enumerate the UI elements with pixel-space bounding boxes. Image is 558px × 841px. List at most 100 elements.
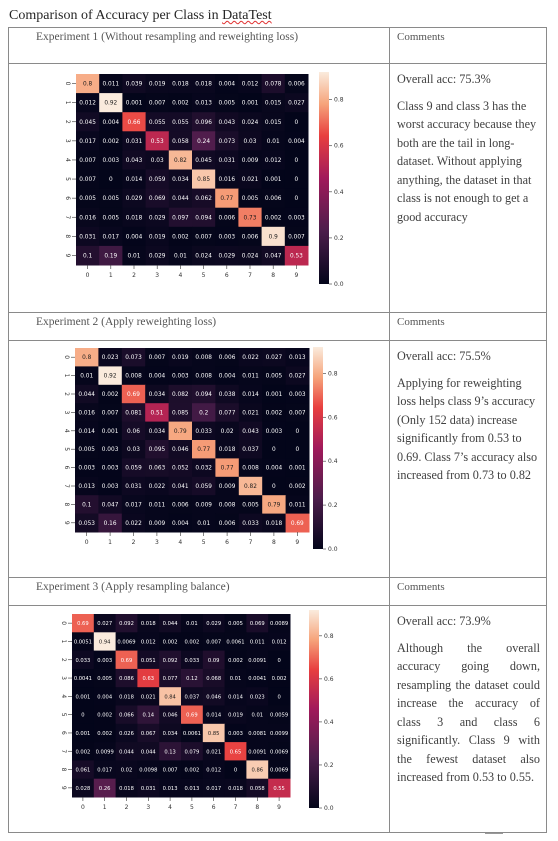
heatmap-value-label: 0.01: [230, 676, 242, 682]
heatmap-value-label: 0.026: [119, 731, 134, 737]
heatmap-value-label: 0.008: [195, 374, 212, 380]
heatmap-value-label: 0.003: [288, 215, 305, 221]
heatmap-cell: [284, 169, 309, 190]
heatmap-cell: [168, 207, 193, 228]
heatmap-value-label: 0.006: [242, 234, 259, 240]
y-axis-tick-label: 8: [64, 234, 71, 238]
heatmap-value-label: 0.005: [78, 447, 95, 453]
heatmap-cell: [76, 150, 100, 170]
heatmap-cell: [181, 650, 204, 670]
heatmap-value-label: 0.033: [242, 521, 259, 527]
experiment-2-accuracy: Overall acc: 75.5%: [397, 349, 491, 363]
heatmap-cell: [159, 650, 182, 670]
heatmap-value-label: 0.82: [174, 158, 187, 164]
heatmap-value-label: 0.024: [242, 120, 259, 126]
heatmap-value-label: 0.003: [97, 658, 112, 664]
heatmap-value-label: 0.014: [242, 392, 259, 398]
heatmap-cell: [168, 476, 193, 496]
heatmap-value-label: 0.077: [163, 676, 178, 682]
heatmap-value-label: 0.01: [186, 621, 198, 627]
heatmap-value-label: 0.0081: [248, 731, 266, 737]
x-axis-tick-label: 4: [178, 272, 182, 279]
heatmap-value-label: 0.002: [163, 639, 178, 645]
heatmap-value-label: 0.003: [218, 234, 235, 240]
heatmap-cell: [93, 687, 117, 706]
x-axis-tick-label: 8: [272, 539, 276, 546]
heatmap-cell: [98, 403, 123, 423]
heatmap-cell: [72, 778, 95, 798]
heatmap-cell: [98, 348, 123, 367]
heatmap-cell: [145, 93, 170, 113]
heatmap-value-label: 0.006: [288, 82, 305, 88]
x-axis-tick-label: 1: [108, 539, 112, 546]
heatmap-value-label: 0.03: [127, 447, 140, 453]
heatmap-value-label: 0.01: [252, 713, 264, 719]
y-axis-tick-label: 2: [60, 658, 67, 662]
heatmap-value-label: 0.2: [199, 410, 209, 416]
heatmap-cell: [284, 131, 309, 151]
heatmap-value-label: 0.013: [195, 101, 212, 107]
heatmap-value-label: 0.55: [273, 786, 285, 792]
heatmap-value-label: 0.002: [172, 234, 189, 240]
heatmap-cell: [224, 723, 247, 743]
heatmap-value-label: 0.017: [102, 234, 119, 240]
heatmap-cell: [238, 188, 263, 209]
experiment-1-heatmap-cell: 0.8 0.011 0.039 0.019 0.018 0.018 0.004 0.012 0.…: [8, 63, 390, 313]
heatmap-cell: [168, 458, 193, 478]
heatmap-cell: [168, 403, 193, 423]
heatmap-value-label: 0.037: [242, 447, 259, 453]
heatmap-value-label: 0.82: [244, 484, 257, 490]
heatmap-cell: [262, 348, 287, 367]
heatmap-value-label: 0.078: [265, 82, 282, 88]
heatmap-cell: [115, 614, 138, 633]
heatmap-value-label: 0.002: [102, 392, 119, 398]
heatmap-value-label: 0.007: [149, 101, 166, 107]
heatmap-cell: [145, 169, 170, 190]
experiment-2-label: Experiment 2 (Apply reweighting loss): [36, 316, 217, 328]
x-axis-tick-label: 3: [155, 539, 159, 546]
heatmap-cell: [285, 384, 310, 404]
heatmap-cell: [159, 742, 182, 761]
heatmap-value-label: 0.001: [242, 101, 259, 107]
heatmap-value-label: 0.053: [78, 521, 95, 527]
heatmap-cell: [72, 614, 95, 633]
heatmap-value-label: 0: [295, 447, 299, 453]
heatmap-cell: [215, 440, 240, 459]
heatmap-cell: [238, 348, 263, 367]
heatmap-value-label: 0: [234, 768, 237, 774]
heatmap-cell: [215, 93, 239, 113]
heatmap-cell: [168, 112, 193, 132]
heatmap-value-label: 0.086: [119, 676, 134, 682]
heatmap-cell: [99, 150, 123, 170]
heatmap-value-label: 0.0061: [183, 731, 201, 737]
heatmap-cell: [215, 384, 240, 404]
heatmap-cell: [145, 421, 170, 441]
heatmap-cell: [93, 742, 117, 761]
heatmap-cell: [224, 687, 247, 706]
heatmap-cell: [284, 74, 309, 94]
heatmap-value-label: 0.003: [102, 158, 119, 164]
heatmap-value-label: 0.008: [242, 466, 259, 472]
heatmap-value-label: 0.005: [242, 502, 259, 508]
heatmap-value-label: 0.027: [288, 101, 305, 107]
heatmap-value-label: 0.0099: [96, 749, 114, 755]
heatmap-value-label: 0.014: [78, 429, 95, 435]
heatmap-value-label: 0.007: [206, 639, 221, 645]
heatmap-cell: [75, 495, 99, 515]
heatmap-cell: [215, 403, 240, 423]
heatmap-value-label: 0.01: [267, 139, 280, 145]
heatmap-cell: [99, 245, 123, 266]
heatmap-value-label: 0.046: [163, 713, 178, 719]
heatmap-value-label: 0.03: [244, 139, 257, 145]
colorbar: [309, 610, 319, 808]
heatmap-cell: [122, 245, 147, 266]
y-axis-tick-label: 6: [63, 466, 70, 470]
heatmap-value-label: 0.003: [172, 374, 189, 380]
heatmap-cell: [75, 458, 99, 478]
heatmap-value-label: 0.004: [266, 466, 283, 472]
heatmap-cell: [93, 705, 117, 725]
heatmap-value-label: 0: [277, 694, 280, 700]
heatmap-value-label: 0.029: [218, 253, 235, 259]
heatmap-cell: [215, 421, 240, 441]
heatmap-cell: [121, 403, 146, 423]
